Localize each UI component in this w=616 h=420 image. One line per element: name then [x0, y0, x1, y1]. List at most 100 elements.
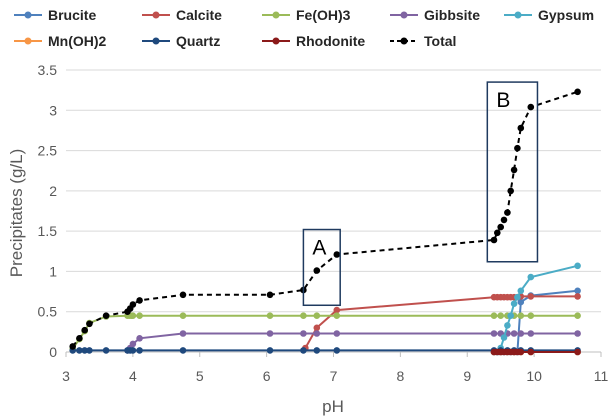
data-point-gypsum	[500, 334, 508, 341]
data-point-fe-oh-3	[300, 312, 307, 320]
data-point-total	[504, 209, 511, 216]
legend-label: Total	[424, 33, 456, 49]
y-tick-label: 2.5	[38, 143, 58, 159]
data-point-quartz	[333, 347, 341, 354]
data-point-total	[333, 251, 341, 258]
data-point-gibbsite	[300, 330, 307, 337]
legend-label: Fe(OH)3	[296, 7, 351, 23]
data-point-brucite	[574, 287, 581, 295]
data-point-brucite	[517, 298, 525, 306]
legend-item-quartz: Quartz	[142, 33, 220, 49]
legend-label: Rhodonite	[296, 33, 365, 49]
data-point-fe-oh-3	[490, 312, 498, 320]
data-point-total	[102, 312, 110, 320]
legend-marker	[152, 11, 160, 19]
data-point-total	[514, 144, 521, 152]
legend-marker	[152, 37, 160, 45]
data-point-total	[313, 267, 321, 274]
legend-label: Quartz	[176, 33, 220, 49]
data-point-total	[527, 103, 535, 111]
data-point-quartz	[313, 347, 321, 354]
tick-labels: 0 0.5 1 1.5 2 2.5 3 3.5 3 4 5 6 7 8 9 10 11	[38, 62, 609, 384]
y-tick-label: 1	[49, 263, 57, 279]
data-point-fe-oh-3	[527, 312, 535, 320]
data-point-total	[494, 229, 501, 237]
data-point-quartz	[136, 347, 143, 354]
annotations: AB	[302, 81, 539, 307]
data-point-gypsum	[510, 300, 518, 308]
data-point-total	[81, 326, 88, 334]
data-point-total	[266, 291, 274, 299]
data-point-gypsum	[504, 322, 511, 329]
legend-item-total: Total	[390, 33, 456, 49]
legend-label: Calcite	[176, 7, 222, 23]
data-point-fe-oh-3	[574, 312, 581, 320]
data-point-total	[179, 291, 187, 299]
data-point-quartz	[129, 347, 137, 354]
annotation-label-b: B	[496, 89, 510, 112]
legend-item-gibbsite: Gibbsite	[390, 7, 480, 23]
data-point-fe-oh-3	[129, 312, 137, 320]
data-point-total	[510, 166, 518, 174]
legend-label: Gibbsite	[424, 7, 480, 23]
data-point-quartz	[102, 347, 110, 354]
data-point-calcite	[574, 293, 581, 300]
data-point-total	[517, 124, 525, 132]
x-tick-label: 8	[396, 368, 404, 384]
data-point-gibbsite	[490, 330, 498, 337]
data-point-gibbsite	[266, 330, 274, 337]
gridlines	[66, 69, 601, 313]
legend-marker	[24, 11, 32, 19]
data-point-total	[497, 223, 505, 231]
data-point-quartz	[300, 347, 307, 354]
legend-item-fe-oh-3: Fe(OH)3	[262, 7, 351, 23]
legend-marker	[514, 11, 522, 19]
data-point-gypsum	[507, 312, 514, 320]
data-point-gypsum	[527, 273, 535, 281]
data-point-fe-oh-3	[517, 312, 525, 320]
data-point-rhodonite	[517, 348, 525, 356]
x-tick-label: 9	[463, 368, 471, 384]
x-tick-label: 5	[196, 368, 204, 384]
y-tick-label: 3	[49, 102, 57, 118]
data-point-calcite	[313, 324, 321, 332]
data-point-total	[86, 320, 93, 328]
data-point-rhodonite	[527, 348, 535, 356]
data-point-calcite	[527, 293, 535, 300]
legend-marker	[400, 37, 408, 45]
y-tick-label: 3.5	[38, 62, 58, 78]
data-point-rhodonite	[574, 348, 581, 356]
data-point-fe-oh-3	[266, 312, 274, 320]
x-tick-label: 10	[526, 368, 542, 384]
data-point-calcite	[333, 306, 341, 314]
data-point-fe-oh-3	[333, 312, 341, 320]
data-point-total	[76, 335, 83, 342]
series-layer	[69, 88, 581, 356]
legend-item-mn-oh-2: Mn(OH)2	[14, 33, 107, 49]
data-point-gypsum	[574, 262, 581, 270]
data-point-gibbsite	[510, 330, 518, 337]
data-point-quartz	[179, 347, 187, 354]
x-tick-label: 6	[263, 368, 271, 384]
x-axis-label: pH	[322, 397, 344, 416]
data-point-quartz	[81, 347, 88, 354]
data-point-gibbsite	[574, 330, 581, 337]
series-total	[69, 88, 581, 350]
data-point-gibbsite	[136, 335, 143, 342]
data-point-total	[574, 88, 581, 96]
data-point-gibbsite	[129, 340, 137, 348]
legend-item-brucite: Brucite	[14, 7, 96, 23]
annotation-label-a: A	[312, 237, 326, 260]
data-point-gypsum	[514, 293, 521, 301]
data-point-fe-oh-3	[136, 312, 143, 320]
data-point-gibbsite	[333, 330, 341, 337]
data-point-gibbsite	[517, 330, 525, 337]
x-tick-label: 11	[594, 368, 609, 384]
series-line-gibbsite	[126, 332, 578, 352]
data-point-total	[136, 297, 143, 304]
legend-label: Brucite	[48, 7, 96, 23]
y-tick-label: 2	[49, 183, 57, 199]
y-axis-label: Precipitates (g/L)	[7, 149, 26, 278]
